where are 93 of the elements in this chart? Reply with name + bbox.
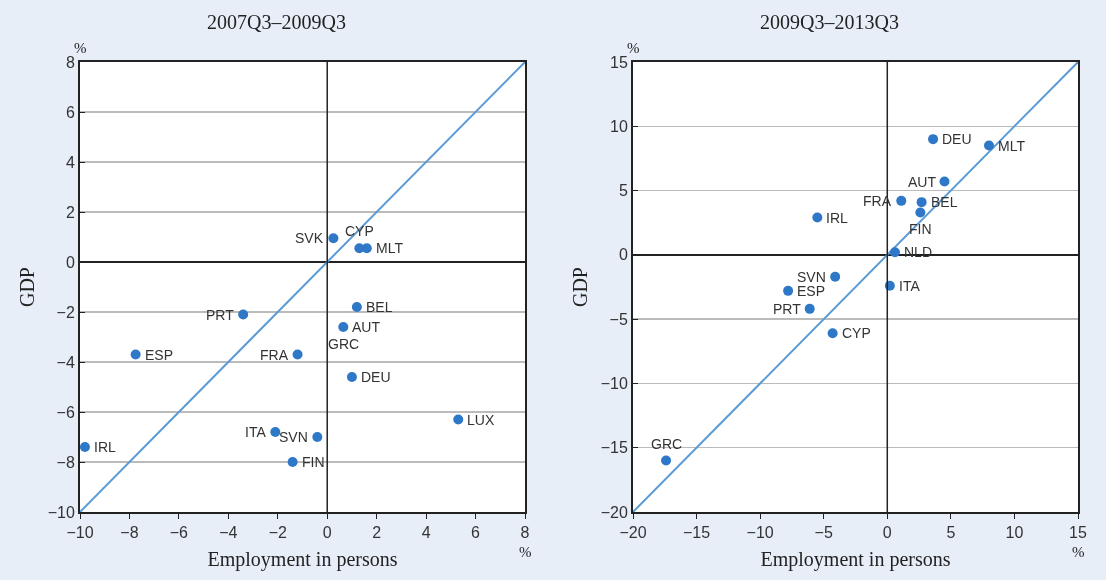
point [287,457,298,467]
annotation: GRC [651,436,683,452]
point [661,455,672,466]
y-tick-label: 6 [65,103,75,121]
y-tick-label: 0 [618,246,628,264]
point [915,207,926,218]
point [453,414,464,425]
text: % [74,40,87,56]
y-tick-label: 8 [65,53,75,71]
x-tick-label: −10 [746,524,774,542]
x-tick-label: −6 [169,524,189,542]
annotation: AUT [352,319,381,335]
y-tick-label: 10 [610,117,628,135]
point [238,309,249,320]
point [804,303,815,314]
text: % [627,40,640,56]
y-tick-label: −5 [609,310,628,328]
x-tick-label: 8 [520,524,530,542]
annotation: MLT [998,138,1026,154]
point [292,349,303,360]
point [328,233,339,244]
annotation: LUX [467,412,495,428]
y-tick-label: −8 [56,453,75,471]
annotation: SVN [797,269,826,285]
point [830,271,841,282]
point [827,328,838,339]
x-axis-title: Employment in persons [760,548,951,572]
annotation: PRT [773,301,802,317]
point [79,442,90,452]
y-tick-label: −10 [600,375,628,393]
point [939,176,950,187]
x-tick-label: −2 [268,524,287,542]
annotation: SVN [279,429,308,445]
annotation: BEL [366,299,393,315]
annotation: GRC [328,336,360,352]
annotation: DEU [942,131,972,147]
point [338,322,349,332]
annotation: MLT [376,240,404,256]
y-axis-title: GDP [568,266,591,308]
x-tick-label: −15 [683,524,711,542]
chart-title: 2007Q3–2009Q3 [207,10,346,33]
point [896,195,907,206]
annotation: PRT [206,307,235,323]
point [351,302,362,312]
x-axis-title: Employment in persons [207,548,398,572]
y-tick-label: −6 [56,403,75,421]
y-tick-label: −4 [56,353,75,371]
point [346,372,357,382]
x-tick-label: 0 [882,524,892,542]
x-tick-label: 5 [946,524,956,542]
x-tick-label: 10 [1005,524,1024,542]
x-tick-label: 2 [372,524,382,542]
point [928,134,939,145]
annotation: FRA [260,347,289,363]
annotation: ITA [899,278,921,294]
y-tick-label: 2 [65,203,75,221]
x-tick-label: 0 [322,524,332,542]
annotation: ESP [797,283,826,299]
x-tick-label: 4 [421,524,431,542]
y-tick-label: 5 [618,182,628,200]
x-tick-label: −4 [219,524,238,542]
annotation: ESP [145,347,174,363]
x-tick-label: −5 [814,524,833,542]
point [812,212,823,223]
x-tick-label: 15 [1069,524,1087,542]
point [916,197,927,208]
annotation: DEU [361,369,391,385]
annotation: IRL [826,210,848,226]
x-tick-label: 6 [471,524,481,542]
annotation: IRL [94,439,116,455]
text: % [1072,544,1085,560]
y-tick-label: −10 [47,503,75,521]
y-tick-label: 0 [65,253,75,271]
annotation: SVK [295,230,324,246]
annotation: AUT [908,174,937,190]
text: % [519,544,532,560]
y-tick-label: 15 [610,53,628,71]
point [312,432,323,442]
point [783,285,794,296]
x-tick-label: −8 [120,524,139,542]
annotation: FIN [302,454,325,470]
point [130,349,141,360]
y-tick-label: −20 [600,503,628,521]
annotation: ITA [245,424,267,440]
y-tick-label: −15 [600,439,628,457]
y-tick-label: 4 [65,153,75,171]
point [270,427,281,437]
point [984,140,994,151]
chart-title: 2009Q3–2013Q3 [760,10,899,33]
y-tick-label: −2 [56,303,75,321]
annotation: CYP [842,325,871,341]
y-axis-title: GDP [15,266,38,308]
point [889,247,900,258]
